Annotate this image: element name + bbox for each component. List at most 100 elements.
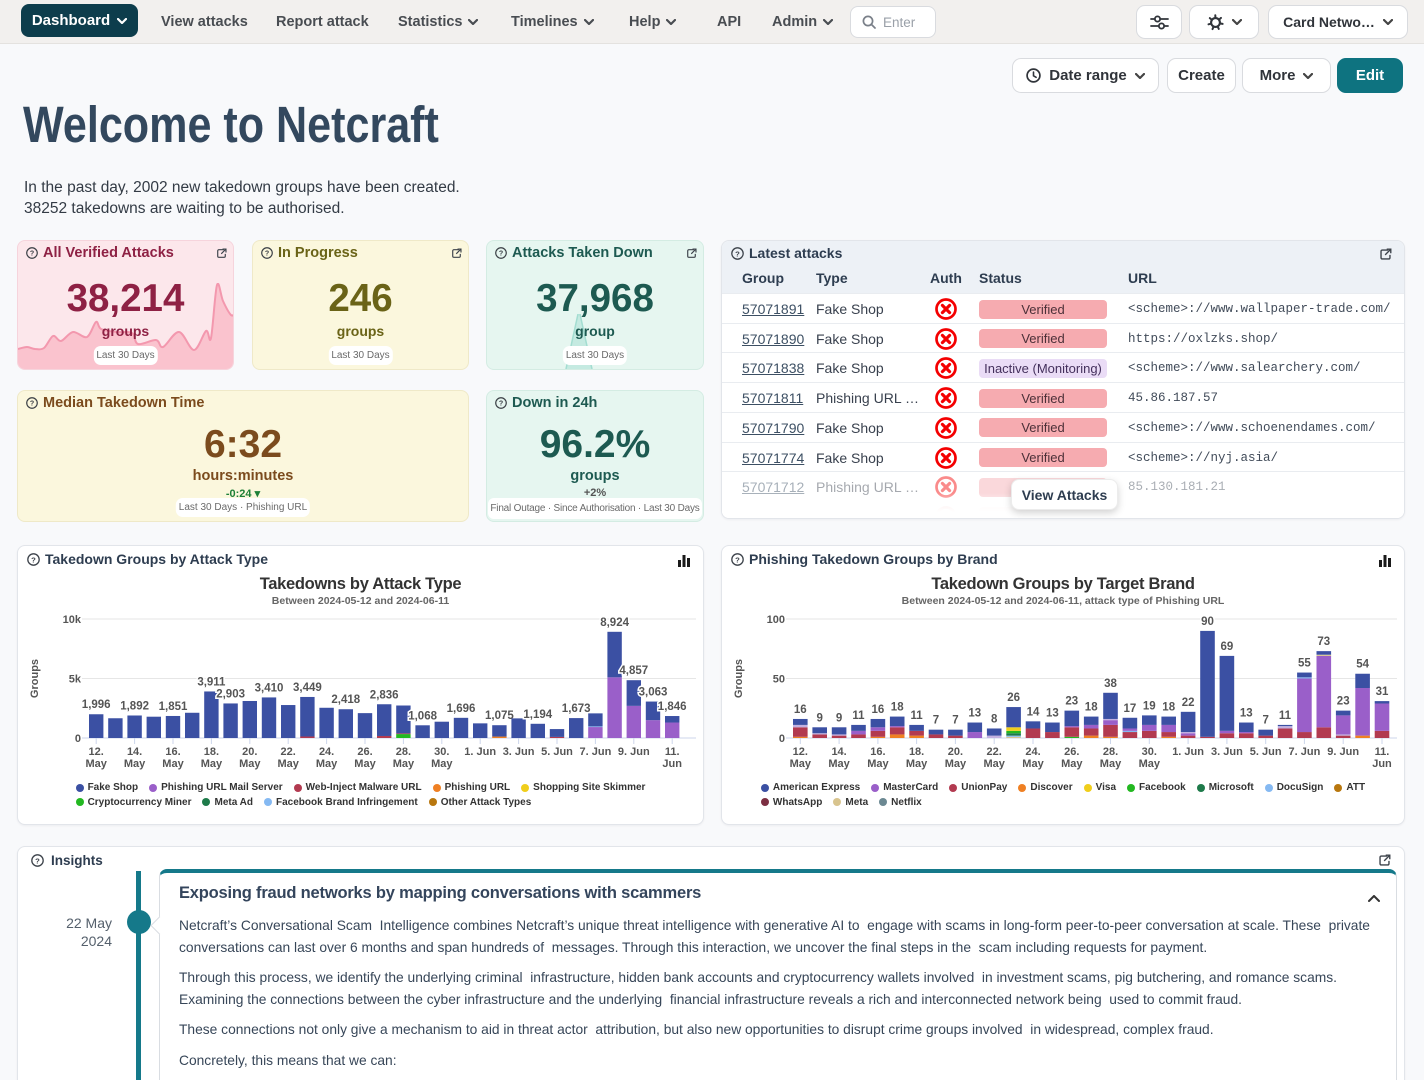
svg-text:5k: 5k [69,674,82,686]
svg-text:?: ? [30,400,34,408]
svg-text:11: 11 [1279,710,1292,722]
svg-text:May: May [983,758,1005,770]
svg-text:11.: 11. [1375,746,1390,758]
svg-text:1,696: 1,696 [447,703,476,715]
svg-text:May: May [431,758,453,770]
svg-text:26.: 26. [1064,746,1079,758]
svg-text:1,851: 1,851 [159,701,188,713]
svg-text:22.: 22. [987,746,1002,758]
svg-text:5. Jun: 5. Jun [541,746,573,758]
svg-text:16: 16 [794,704,807,716]
svg-text:May: May [162,758,184,770]
svg-text:1. Jun: 1. Jun [1172,746,1204,758]
svg-text:7: 7 [933,715,939,727]
svg-text:90: 90 [1201,616,1214,628]
svg-text:55: 55 [1298,658,1311,670]
svg-text:9: 9 [816,712,822,724]
svg-text:3,063: 3,063 [639,687,668,699]
svg-text:2,903: 2,903 [216,689,245,701]
svg-text:4,857: 4,857 [619,665,648,677]
svg-text:31: 31 [1376,686,1389,698]
svg-text:?: ? [31,555,36,564]
svg-text:1,075: 1,075 [485,710,514,722]
svg-text:7. Jun: 7. Jun [1289,746,1321,758]
svg-text:May: May [1061,758,1083,770]
svg-text:May: May [85,758,107,770]
svg-text:23: 23 [1337,696,1350,708]
svg-text:May: May [277,758,299,770]
svg-text:?: ? [735,555,740,564]
svg-text:13: 13 [1046,708,1059,720]
svg-text:100: 100 [767,614,785,626]
svg-text:20.: 20. [242,746,257,758]
svg-text:1. Jun: 1. Jun [464,746,496,758]
svg-text:73: 73 [1317,636,1330,648]
svg-text:May: May [239,758,261,770]
svg-text:28.: 28. [1103,746,1118,758]
svg-text:18: 18 [1085,702,1098,714]
svg-text:Groups: Groups [733,659,745,698]
svg-text:May: May [1100,758,1122,770]
svg-text:20.: 20. [948,746,963,758]
svg-text:?: ? [30,250,34,258]
svg-text:13: 13 [968,708,981,720]
svg-text:May: May [945,758,967,770]
svg-text:22.: 22. [281,746,296,758]
svg-text:18.: 18. [204,746,219,758]
svg-text:30.: 30. [1142,746,1157,758]
svg-text:11: 11 [911,710,924,722]
svg-text:17: 17 [1124,703,1137,715]
svg-text:38: 38 [1104,678,1117,690]
svg-text:9. Jun: 9. Jun [618,746,650,758]
svg-text:26: 26 [1007,692,1020,704]
svg-text:?: ? [499,250,503,258]
svg-text:3,911: 3,911 [197,677,226,689]
svg-text:7: 7 [1262,715,1268,727]
svg-text:1,996: 1,996 [82,699,111,711]
svg-text:7. Jun: 7. Jun [580,746,612,758]
svg-text:May: May [1022,758,1044,770]
svg-text:May: May [906,758,928,770]
svg-text:22: 22 [1182,697,1195,709]
svg-text:19: 19 [1143,700,1156,712]
svg-text:16: 16 [872,704,885,716]
svg-text:10k: 10k [63,614,82,626]
svg-text:14.: 14. [127,746,142,758]
svg-text:May: May [828,758,850,770]
svg-text:1,673: 1,673 [562,703,591,715]
svg-text:3,410: 3,410 [255,682,284,694]
svg-text:14: 14 [1027,706,1040,718]
svg-text:May: May [1139,758,1161,770]
svg-text:16.: 16. [165,746,180,758]
svg-text:26.: 26. [357,746,372,758]
svg-text:?: ? [265,250,269,258]
svg-text:7: 7 [952,715,958,727]
svg-text:18: 18 [1162,702,1175,714]
svg-text:?: ? [735,249,740,258]
svg-text:May: May [393,758,415,770]
svg-text:May: May [201,758,223,770]
svg-text:3,449: 3,449 [293,682,322,694]
svg-text:12.: 12. [89,746,104,758]
svg-text:11: 11 [852,710,865,722]
svg-text:16.: 16. [870,746,885,758]
svg-text:24.: 24. [1025,746,1040,758]
svg-text:2,836: 2,836 [370,689,399,701]
svg-text:9. Jun: 9. Jun [1327,746,1359,758]
svg-text:12.: 12. [793,746,808,758]
svg-text:1,194: 1,194 [523,709,552,721]
svg-text:Jun: Jun [1372,758,1392,770]
svg-text:18.: 18. [909,746,924,758]
svg-text:50: 50 [773,674,785,686]
svg-text:69: 69 [1221,641,1234,653]
svg-text:28.: 28. [396,746,411,758]
svg-text:May: May [867,758,889,770]
svg-text:8: 8 [991,714,998,726]
svg-text:0: 0 [75,733,81,745]
svg-text:1,846: 1,846 [658,701,687,713]
svg-text:13: 13 [1240,708,1253,720]
svg-text:0: 0 [779,733,785,745]
svg-text:May: May [790,758,812,770]
svg-text:54: 54 [1356,659,1369,671]
svg-text:May: May [354,758,376,770]
